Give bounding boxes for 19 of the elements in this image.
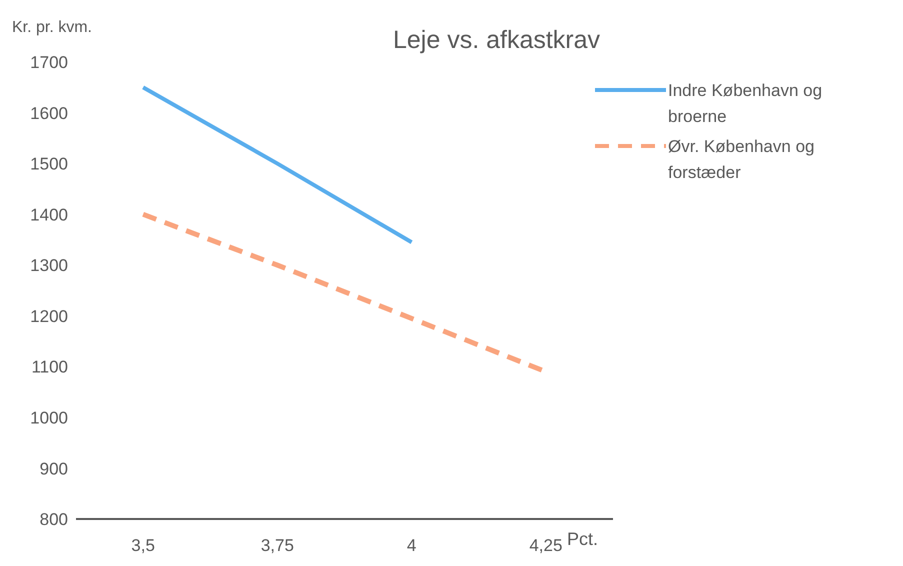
x-tick-label: 3,75	[260, 536, 294, 556]
y-tick-label: 800	[40, 510, 68, 530]
legend-label: Øvr. København og forstæder	[668, 136, 816, 184]
y-tick-label: 900	[40, 459, 68, 478]
chart-title: Leje vs. afkastkrav	[393, 26, 600, 55]
y-tick-label: 1400	[30, 205, 68, 224]
x-tick-label: 3,5	[131, 536, 155, 556]
y-tick-label: 1700	[30, 53, 68, 72]
y-tick-label: 1200	[30, 306, 68, 326]
y-tick-label: 1600	[30, 104, 68, 123]
y-tick-label: 1100	[31, 358, 68, 377]
x-tick-label: 4,25	[529, 536, 562, 556]
y-tick-label: 1300	[30, 256, 68, 276]
y-tick-label: 1000	[30, 408, 68, 428]
y-axis-title: Kr. pr. kvm.	[12, 19, 92, 36]
y-tick-label: 1500	[30, 154, 68, 174]
x-axis-title: Pct.	[566, 529, 598, 549]
legend-label: Indre København og broerne	[668, 80, 824, 128]
x-tick-label: 4	[406, 536, 416, 556]
